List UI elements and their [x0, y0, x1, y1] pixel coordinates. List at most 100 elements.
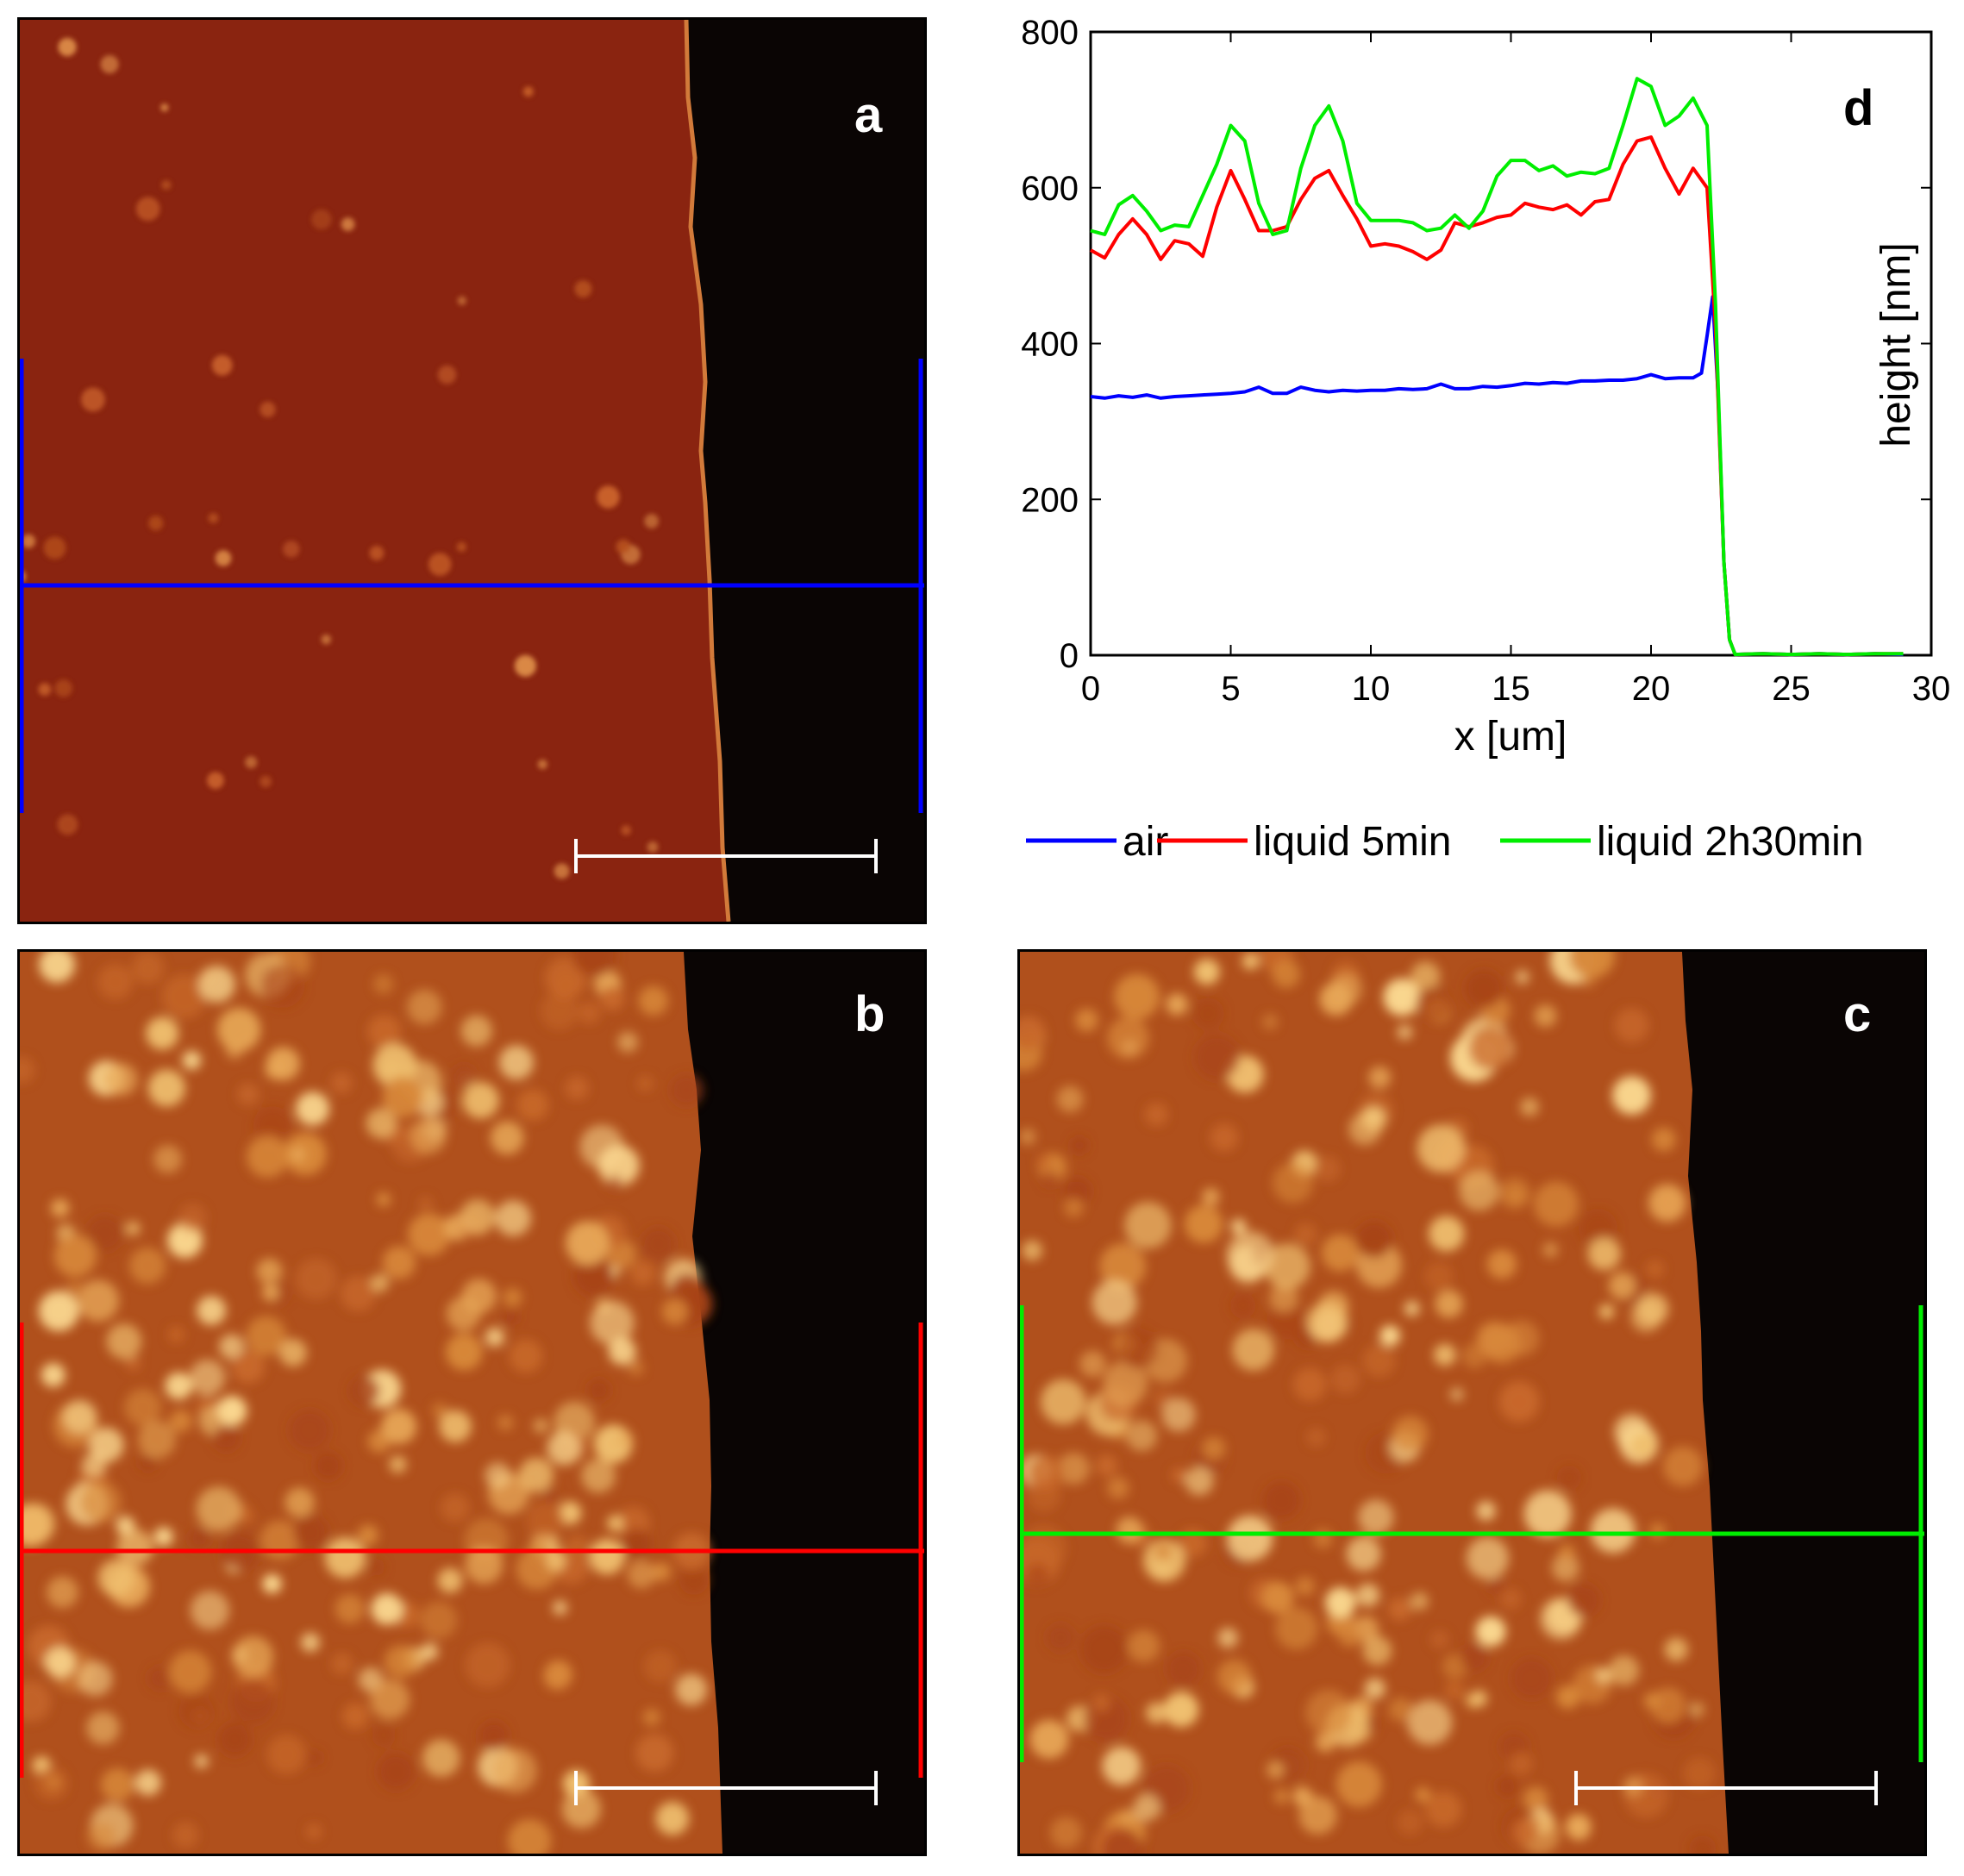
grain — [340, 1276, 376, 1311]
grain — [420, 1601, 458, 1639]
grain — [1410, 961, 1441, 991]
grain — [1565, 1813, 1592, 1840]
grain — [148, 516, 164, 531]
grain — [1292, 1367, 1327, 1402]
grain — [516, 1089, 549, 1121]
grain — [246, 1316, 286, 1356]
grain — [38, 1291, 79, 1332]
grain — [431, 1402, 448, 1419]
grain — [1107, 1016, 1149, 1060]
grain — [147, 1069, 185, 1107]
grain — [1096, 1454, 1117, 1477]
grain — [1324, 1587, 1356, 1618]
legend-label: liquid 2h30min — [1597, 819, 1864, 865]
grain — [43, 536, 66, 560]
x-tick-label: 5 — [1221, 670, 1240, 708]
grain — [1415, 1786, 1431, 1803]
grain — [216, 1396, 247, 1426]
grain — [526, 1501, 565, 1540]
grain — [1425, 1791, 1462, 1828]
grain — [1273, 1788, 1290, 1804]
grain — [1368, 1066, 1392, 1089]
grain — [197, 1296, 227, 1325]
grain — [306, 1750, 322, 1766]
grain — [89, 1427, 124, 1463]
grain — [1614, 1008, 1649, 1043]
grain — [1114, 973, 1160, 1020]
grain — [382, 1246, 416, 1279]
grain — [597, 485, 620, 509]
grain — [97, 964, 134, 1000]
grain — [1460, 1643, 1489, 1673]
grain — [1041, 1171, 1059, 1188]
grain — [437, 1567, 463, 1593]
grain — [1523, 1786, 1548, 1812]
grain — [628, 1360, 644, 1376]
grain — [1515, 970, 1529, 985]
grain — [291, 1147, 305, 1162]
grain — [1651, 1127, 1676, 1152]
grain — [1298, 1796, 1337, 1835]
grain — [260, 963, 305, 1008]
grain — [456, 541, 466, 553]
grain — [178, 1693, 214, 1729]
grain — [522, 86, 534, 97]
grain — [1261, 1581, 1294, 1614]
grain — [126, 1355, 141, 1371]
grain — [153, 1145, 183, 1173]
grain — [182, 1050, 202, 1070]
grain — [1595, 1667, 1612, 1685]
grain — [1507, 1187, 1524, 1204]
grain — [1306, 1428, 1326, 1447]
grain — [1071, 1136, 1088, 1154]
grain — [642, 1708, 660, 1726]
grain — [1496, 1775, 1518, 1798]
afm-image-air-svg: a — [20, 20, 924, 922]
grain — [104, 1062, 138, 1097]
axis-ticks: 0 5 10 15 20 25 30 0 200 400 600 800 — [1021, 14, 1950, 708]
grain — [324, 1537, 366, 1579]
grain — [253, 1106, 292, 1146]
grain — [247, 1135, 289, 1178]
grain — [439, 1410, 472, 1443]
grain — [1355, 1221, 1393, 1259]
grain — [189, 1528, 210, 1549]
grain — [330, 1072, 353, 1094]
grain — [1192, 997, 1224, 1030]
grain — [1116, 1516, 1143, 1544]
grain — [465, 1546, 504, 1585]
grain — [1275, 1607, 1318, 1650]
grain — [1445, 1680, 1465, 1700]
grain — [1556, 1685, 1580, 1710]
grain — [57, 814, 78, 835]
grain — [1608, 1654, 1640, 1686]
grain — [129, 1248, 166, 1285]
grain — [1079, 1350, 1106, 1378]
y-tick-label: 800 — [1021, 14, 1079, 52]
panel-letter-d: d — [1843, 80, 1873, 136]
grain — [1683, 1757, 1716, 1790]
grain — [1358, 1499, 1394, 1535]
grain — [600, 986, 625, 1010]
grain — [1264, 1243, 1310, 1290]
grain — [1569, 952, 1615, 979]
grain — [167, 1326, 185, 1343]
grain — [1470, 1690, 1488, 1708]
grain — [1166, 1652, 1201, 1687]
grain — [647, 841, 659, 853]
grain — [86, 1821, 117, 1852]
grain — [211, 354, 233, 376]
grain — [1269, 1283, 1298, 1313]
grain — [1464, 969, 1504, 1008]
legend: air liquid 5min liquid 2h30min — [1026, 819, 1864, 865]
grain — [1193, 959, 1220, 985]
grain — [1185, 1204, 1223, 1243]
grain — [1338, 1624, 1361, 1648]
afm-image-air: a — [17, 17, 927, 924]
grain — [1435, 1290, 1463, 1318]
grain — [376, 1192, 391, 1207]
grain — [161, 180, 172, 191]
grain — [1533, 1181, 1579, 1227]
grain — [1466, 1536, 1509, 1579]
grain — [1092, 1693, 1110, 1712]
